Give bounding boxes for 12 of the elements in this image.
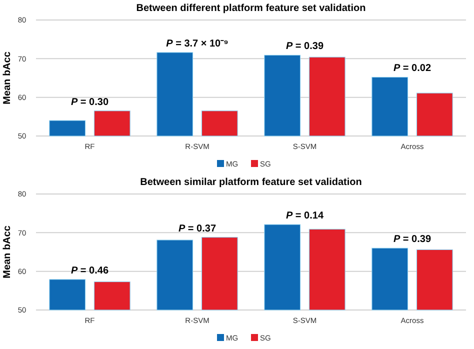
- y-axis-title: Mean bAcc: [2, 51, 13, 104]
- annotation: P = 0.37: [178, 223, 216, 234]
- annotation: P = 0.46: [70, 265, 109, 276]
- chart-title: Between different platform feature set validation: [136, 3, 366, 14]
- annotation: P = 0.30: [70, 96, 109, 108]
- y-axis-title: Mean bAcc: [2, 225, 13, 278]
- annotation: P = 0.39: [286, 41, 324, 52]
- annotation: P = 0.14: [286, 210, 324, 222]
- annotation: P = 0.39: [393, 234, 432, 246]
- annotation: P = 0.02: [393, 63, 432, 74]
- chart-title: Between similar platform feature set validation: [140, 177, 362, 188]
- annotation: P = 3.7 × 10⁻⁹: [166, 38, 229, 50]
